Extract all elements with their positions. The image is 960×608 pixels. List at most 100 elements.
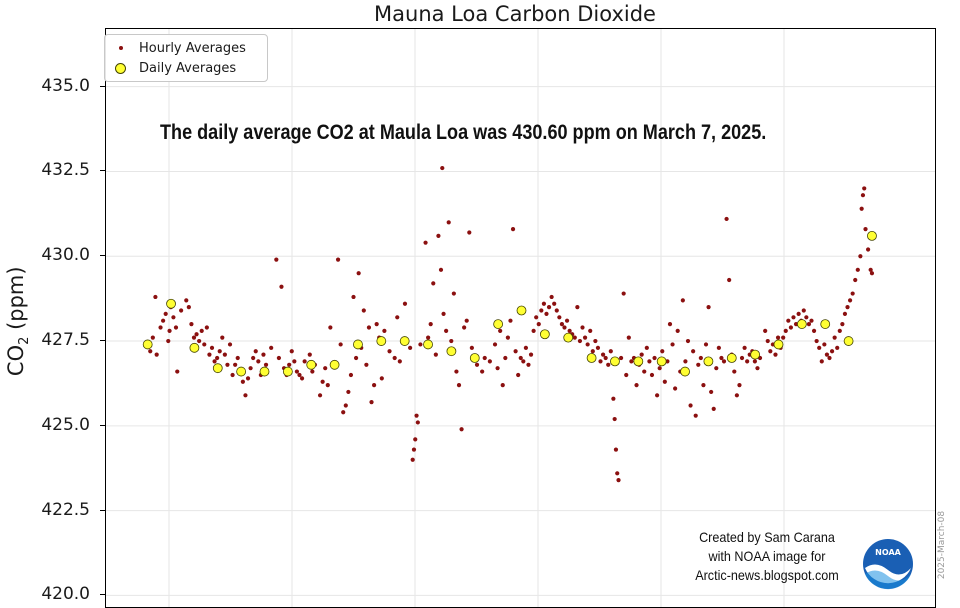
hourly-point bbox=[414, 413, 419, 418]
daily-point bbox=[446, 346, 457, 357]
hourly-point bbox=[441, 311, 446, 317]
hourly-point bbox=[688, 403, 693, 408]
hourly-point bbox=[680, 298, 685, 303]
hourly-point bbox=[667, 321, 673, 327]
hourly-point bbox=[382, 328, 387, 333]
hourly-point bbox=[263, 362, 269, 367]
hourly-point bbox=[508, 318, 513, 323]
hourly-point bbox=[608, 349, 613, 354]
hourly-point bbox=[629, 359, 634, 364]
hourly-point bbox=[781, 335, 786, 340]
hourly-point bbox=[624, 372, 629, 378]
hourly-point bbox=[245, 376, 251, 381]
hourly-point bbox=[189, 321, 194, 327]
hourly-point bbox=[186, 305, 191, 310]
credit-block: Created by Sam Carana with NOAA image fo… bbox=[682, 528, 853, 585]
y-tick-label-5: 432.5 bbox=[41, 160, 90, 181]
hourly-point bbox=[446, 220, 451, 225]
hourly-point bbox=[348, 372, 354, 378]
hourly-point bbox=[150, 335, 155, 340]
hourly-point bbox=[426, 335, 431, 340]
hourly-point bbox=[292, 359, 297, 364]
hourly-point bbox=[171, 315, 176, 320]
hourly-point bbox=[191, 335, 197, 340]
hourly-point bbox=[716, 345, 721, 350]
hourly-point bbox=[842, 311, 848, 317]
daily-point bbox=[376, 336, 387, 346]
hourly-point bbox=[869, 271, 875, 276]
hourly-point bbox=[724, 216, 729, 222]
daily-point bbox=[516, 305, 527, 316]
daily-series bbox=[142, 231, 877, 377]
hourly-point bbox=[696, 362, 701, 367]
daily-point bbox=[539, 329, 550, 340]
hourly-point bbox=[307, 352, 312, 357]
hourly-point bbox=[428, 321, 433, 327]
legend: Hourly Averages Daily Averages bbox=[104, 34, 268, 82]
hourly-point bbox=[243, 393, 248, 398]
daily-point bbox=[796, 319, 807, 329]
hourly-point bbox=[225, 362, 230, 367]
hourly-point bbox=[179, 308, 184, 313]
hourly-point bbox=[814, 338, 819, 344]
hourly-point bbox=[158, 325, 163, 330]
daily-point bbox=[189, 342, 200, 353]
hourly-point bbox=[709, 389, 714, 395]
y-tick-label-3: 427.5 bbox=[41, 330, 90, 351]
plot-svg bbox=[106, 29, 935, 607]
y-tick-mark-5 bbox=[100, 170, 105, 172]
hourly-point bbox=[253, 349, 258, 354]
hourly-point bbox=[827, 355, 832, 361]
hourly-point bbox=[613, 447, 619, 452]
hourly-point bbox=[462, 325, 467, 330]
hourly-point bbox=[212, 359, 217, 364]
hourly-point bbox=[796, 311, 801, 317]
daily-point bbox=[633, 356, 644, 367]
hourly-point bbox=[294, 369, 300, 374]
hourly-point bbox=[469, 345, 474, 350]
daily-point bbox=[259, 366, 270, 377]
hourly-point bbox=[240, 379, 245, 384]
daily-point bbox=[212, 363, 223, 374]
hourly-point bbox=[647, 359, 652, 364]
hourly-point bbox=[320, 379, 325, 384]
daily-point bbox=[773, 339, 784, 350]
y-axis-label-co: CO bbox=[3, 344, 28, 377]
hourly-point bbox=[541, 301, 547, 306]
hourly-point bbox=[148, 349, 153, 354]
hourly-point bbox=[727, 277, 732, 283]
daily-point bbox=[469, 353, 480, 363]
hourly-point bbox=[657, 366, 662, 371]
hourly-point bbox=[544, 311, 549, 317]
y-tick-label-4: 430.0 bbox=[41, 245, 90, 266]
grid-layer bbox=[106, 29, 935, 607]
hourly-point bbox=[351, 294, 356, 300]
hourly-point bbox=[353, 355, 359, 361]
hourly-point bbox=[845, 305, 850, 310]
hourly-point bbox=[739, 355, 745, 361]
hourly-point bbox=[276, 355, 281, 361]
daily-point bbox=[610, 356, 620, 367]
hourly-point bbox=[855, 267, 860, 272]
daily-point bbox=[843, 336, 854, 346]
hourly-point bbox=[732, 369, 737, 374]
hourly-point bbox=[518, 355, 523, 361]
hourly-point bbox=[204, 325, 209, 330]
hourly-point bbox=[858, 254, 863, 259]
hourly-point bbox=[675, 328, 680, 333]
hourly-point bbox=[539, 308, 544, 313]
y-tick-label-0: 420.0 bbox=[41, 584, 90, 605]
hourly-point bbox=[274, 257, 279, 262]
hourly-point bbox=[763, 328, 768, 333]
hourly-point bbox=[379, 376, 384, 381]
hourly-point bbox=[765, 338, 770, 344]
hourly-point bbox=[809, 318, 814, 323]
legend-item-hourly: Hourly Averages bbox=[115, 39, 246, 57]
hourly-point bbox=[474, 362, 480, 367]
hourly-point bbox=[153, 294, 158, 300]
y-axis-label-unit: (ppm) bbox=[3, 266, 28, 337]
hourly-point bbox=[734, 393, 739, 398]
hourly-point bbox=[644, 345, 649, 350]
plot-area bbox=[105, 28, 936, 608]
y-tick-mark-1 bbox=[100, 509, 105, 511]
